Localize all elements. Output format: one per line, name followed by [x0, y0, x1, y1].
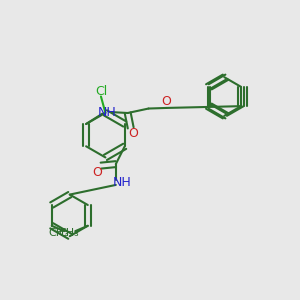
- Text: NH: NH: [98, 106, 116, 118]
- Text: O: O: [92, 166, 102, 178]
- Text: CH₃: CH₃: [58, 228, 79, 238]
- Text: O: O: [128, 127, 138, 140]
- Text: Cl: Cl: [95, 85, 107, 98]
- Text: O: O: [161, 95, 171, 108]
- Text: CH₃: CH₃: [49, 228, 69, 238]
- Text: NH: NH: [113, 176, 132, 189]
